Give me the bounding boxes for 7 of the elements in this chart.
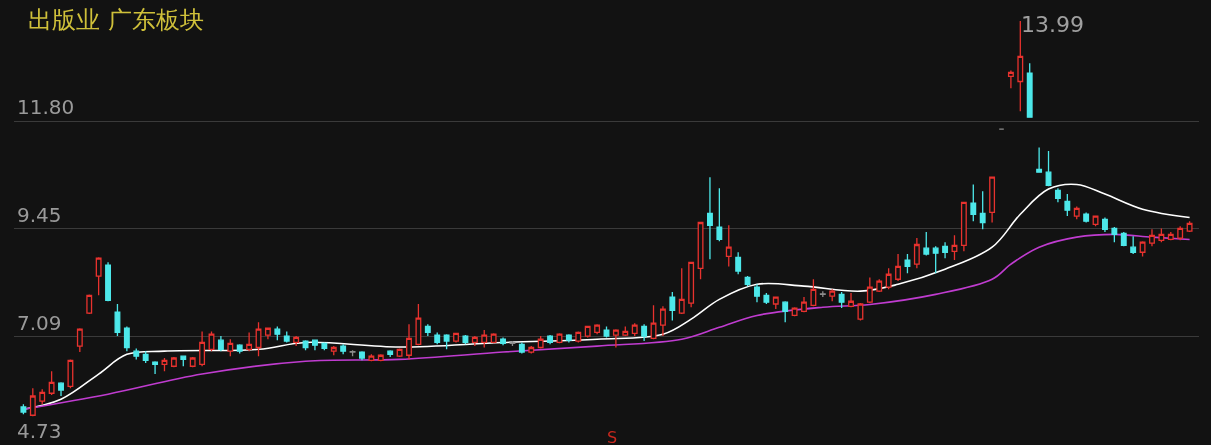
y-tick-label: 7.09 [17,310,62,335]
y-tick-label: 11.80 [17,95,75,120]
y-tick-label: 4.73 [17,419,62,443]
y-tick-label: 9.45 [17,202,62,227]
annotation: 13.99 [1021,12,1084,37]
annotation: S [607,428,618,445]
chart-title: 出版业 广东板块 [28,6,204,34]
